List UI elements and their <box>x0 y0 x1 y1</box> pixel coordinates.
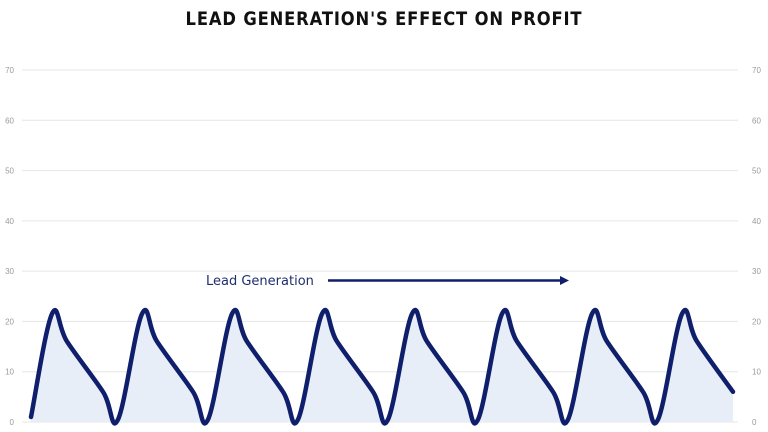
y-tick-right: 70 <box>752 66 761 75</box>
y-tick-left: 60 <box>5 116 14 125</box>
y-tick-left: 30 <box>5 267 14 276</box>
y-tick-right: 20 <box>752 317 761 326</box>
y-tick-left: 20 <box>5 317 14 326</box>
y-tick-left: 40 <box>5 217 14 226</box>
y-tick-right: 0 <box>752 418 757 427</box>
y-axis-right: 0 10 20 30 40 50 60 70 <box>752 66 761 427</box>
chart-title: LEAD GENERATION'S EFFECT ON PROFIT <box>185 8 583 30</box>
arrow-right-icon <box>560 276 569 285</box>
y-tick-left: 70 <box>5 66 14 75</box>
y-tick-right: 10 <box>752 368 761 377</box>
y-tick-left: 0 <box>10 418 15 427</box>
y-tick-left: 50 <box>5 167 14 176</box>
y-tick-right: 60 <box>752 116 761 125</box>
annotation-label: Lead Generation <box>206 274 314 289</box>
y-axis-left: 0 10 20 30 40 50 60 70 <box>5 66 14 427</box>
y-tick-left: 10 <box>5 368 14 377</box>
lead-generation-annotation: Lead Generation <box>206 274 569 289</box>
y-tick-right: 40 <box>752 217 761 226</box>
profit-line <box>28 308 736 426</box>
y-tick-right: 50 <box>752 167 761 176</box>
y-tick-right: 30 <box>752 267 761 276</box>
